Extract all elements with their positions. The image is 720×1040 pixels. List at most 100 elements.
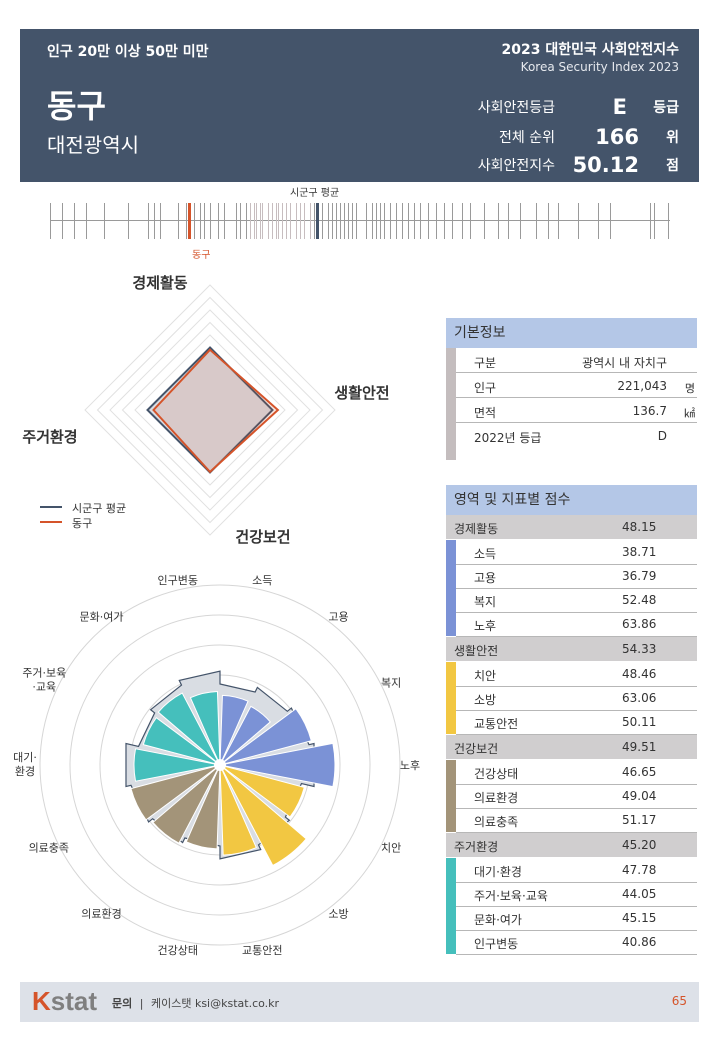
polar-category-label: 교통안전 xyxy=(242,944,282,957)
strip-tick xyxy=(256,203,257,239)
polar-category-label: 소방 xyxy=(328,908,348,921)
strip-tick xyxy=(348,203,349,239)
strip-tick xyxy=(322,203,323,239)
strip-tick xyxy=(276,203,277,239)
polar-bar xyxy=(130,764,221,821)
strip-tick xyxy=(310,203,311,239)
score-item-value: 50.11 xyxy=(622,715,657,729)
score-item-label: 노후 xyxy=(474,619,497,633)
scores-rows: 경제활동 48.15 소득 38.71 고용 36.79 복지 52.48 노후 63.86 생활안… xyxy=(446,515,697,955)
score-item-label: 주거·보육·교육 xyxy=(474,889,548,903)
polar-label-line: 교통안전 xyxy=(242,944,282,957)
strip-tick xyxy=(250,203,251,239)
score-group-name: 주거환경 xyxy=(454,840,499,854)
score-item-label: 인구변동 xyxy=(474,937,519,951)
polar-label-line: 소득 xyxy=(252,574,272,587)
strip-tick xyxy=(470,203,471,239)
score-item-value: 45.15 xyxy=(622,911,657,925)
score-group-value: 48.15 xyxy=(622,520,657,534)
strip-tick xyxy=(344,203,345,239)
radar-grid-ring xyxy=(96,296,324,524)
score-item-value: 49.04 xyxy=(622,789,657,803)
score-item-row: 문화·여가 45.15 xyxy=(456,906,697,930)
polar-bar xyxy=(219,694,249,766)
strip-tick xyxy=(328,203,329,239)
score-group-name: 경제활동 xyxy=(454,522,499,536)
strip-tick xyxy=(376,203,377,239)
basic-info-row: 구분 광역시 내 자치구 xyxy=(456,348,697,372)
strip-tick xyxy=(356,203,357,239)
row-separator xyxy=(456,686,697,687)
contact-divider: | xyxy=(139,997,144,1010)
logo-stat: stat xyxy=(50,986,98,1016)
score-item-row: 소득 38.71 xyxy=(456,540,697,564)
strip-tick xyxy=(654,203,655,239)
score-item-row: 대기·환경 47.78 xyxy=(456,858,697,882)
score-group-row: 생활안전 54.33 xyxy=(446,637,697,661)
polar-category-label: 소득 xyxy=(252,574,272,587)
polar-center xyxy=(214,759,226,771)
radar-grid-ring xyxy=(84,284,336,536)
polar-category-label: 노후 xyxy=(400,759,420,772)
polar-label-line: 의료충족 xyxy=(29,841,69,854)
strip-tick xyxy=(548,203,549,239)
score-group-value: 54.33 xyxy=(622,642,657,656)
strip-tick xyxy=(610,203,611,239)
polar-category-label: 주거·보육 ·교육 xyxy=(22,666,66,693)
score-item-label: 의료충족 xyxy=(474,815,519,829)
basic-info-label: 구분 xyxy=(474,356,497,370)
score-group-accent xyxy=(446,858,456,954)
score-group-name: 건강보건 xyxy=(454,742,499,756)
polar-label-line: 고용 xyxy=(328,610,348,623)
strip-tick xyxy=(462,203,463,239)
strip-tick xyxy=(218,203,219,239)
polar-category-label: 복지 xyxy=(381,677,401,690)
polar-label-line: 대기· xyxy=(13,751,37,764)
grade-label: 사회안전등급 xyxy=(477,100,555,116)
strip-tick xyxy=(290,203,291,239)
score-item-row: 교통안전 50.11 xyxy=(456,710,697,734)
scores-title: 영역 및 지표별 점수 xyxy=(446,485,697,515)
row-separator xyxy=(456,832,697,833)
strip-tick xyxy=(520,203,521,239)
score-item-row: 소방 63.06 xyxy=(456,686,697,710)
strip-tick xyxy=(408,203,409,239)
index-title: 2023 대한민국 사회안전지수 xyxy=(501,42,679,58)
basic-info-label: 2022년 등급 xyxy=(474,431,542,445)
score-item-value: 38.71 xyxy=(622,545,657,559)
strip-tick xyxy=(314,203,315,239)
polar-bar xyxy=(219,764,305,818)
strip-tick xyxy=(62,203,63,239)
strip-tick xyxy=(74,203,75,239)
score-item-row: 치안 48.46 xyxy=(456,662,697,686)
polar-bar xyxy=(219,764,257,856)
region-name: 대전광역시 xyxy=(47,133,139,157)
strip-tick xyxy=(194,203,195,239)
logo-k: K xyxy=(32,986,51,1016)
kstat-logo: Kstat xyxy=(32,986,97,1017)
strip-tick xyxy=(366,203,367,239)
rank-row: 전체 순위 166 위 xyxy=(459,123,679,149)
basic-info-unit: 명 xyxy=(684,382,695,395)
polar-label-line: ·교육 xyxy=(32,680,56,693)
rank-strip xyxy=(50,203,670,239)
rank-unit: 위 xyxy=(666,130,679,146)
page-number: 65 xyxy=(671,994,687,1008)
contact-label: 문의 xyxy=(112,997,133,1010)
grade-row: 사회안전등급 E 등급 xyxy=(459,93,679,119)
score-item-label: 교통안전 xyxy=(474,717,519,731)
strip-tick xyxy=(396,203,397,239)
contact-info: 케이스탯 ksi@kstat.co.kr xyxy=(150,997,280,1010)
score-group-accent xyxy=(446,662,456,734)
strip-tick xyxy=(444,203,445,239)
score-item-label: 문화·여가 xyxy=(474,913,522,927)
polar-category-label: 건강상태 xyxy=(157,944,197,957)
polar-bar xyxy=(133,748,221,782)
strip-tick xyxy=(300,203,301,239)
legend-avg-label: 시군구 평균 xyxy=(72,502,127,515)
score-group-accent xyxy=(446,760,456,832)
score-item-value: 52.48 xyxy=(622,593,657,607)
strip-tick xyxy=(268,203,269,239)
strip-tick xyxy=(254,203,255,239)
score-item-label: 의료환경 xyxy=(474,791,519,805)
